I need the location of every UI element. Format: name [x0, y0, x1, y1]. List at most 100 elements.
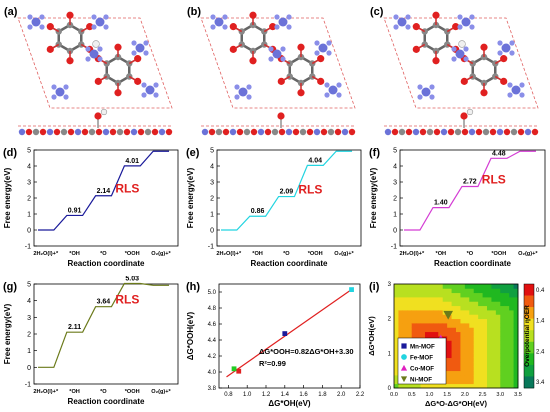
- oxygen-atom: [412, 45, 420, 53]
- x-tick-label: 1.2: [262, 392, 271, 398]
- energy-annotation: 2.11: [68, 324, 81, 331]
- heatmap-cell: [438, 284, 444, 289]
- slab-atom: [137, 128, 145, 136]
- plot-frame: [33, 149, 179, 247]
- heatmap-cell: [420, 284, 426, 289]
- heatmap-cell: [442, 323, 448, 328]
- heatmap-cell: [402, 323, 408, 328]
- ligand-atom: [286, 14, 292, 20]
- colorbar-segment: [524, 284, 534, 296]
- heatmap-cell: [495, 362, 501, 367]
- heatmap-cell: [394, 379, 399, 385]
- ligand-atom: [39, 14, 45, 20]
- heatmap-cell: [473, 375, 479, 380]
- heatmap-cell: [509, 327, 514, 333]
- heatmap-cell: [456, 370, 461, 376]
- heatmap-cell: [411, 292, 417, 298]
- ligand-atom: [324, 82, 330, 88]
- heatmap-cell: [394, 349, 399, 354]
- chart-g: -1 0 1 2 3 4 5 2H₂O(l)+* *OH *O *OOH O₂(g)+* 2.11 3.6…: [3, 276, 179, 406]
- ligand-atom: [519, 92, 525, 98]
- ligand-atom: [451, 56, 457, 62]
- y-tick-label: 3: [388, 282, 392, 288]
- heatmap-cell: [425, 331, 430, 337]
- y-tick-label: 1: [27, 212, 31, 219]
- heatmap-cell: [451, 297, 457, 302]
- heatmap-cell: [504, 292, 510, 298]
- legend-entry: Mn-MOF: [410, 344, 435, 351]
- heatmap-cell: [394, 292, 399, 298]
- heatmap-cell: [504, 331, 510, 337]
- oxygen-atom: [277, 77, 285, 85]
- ligand-atom: [234, 84, 240, 90]
- heatmap-cell: [464, 375, 470, 380]
- y-axis-label: Free energy(eV): [3, 167, 12, 228]
- heatmap-cell: [394, 340, 399, 346]
- heatmap-cell: [433, 284, 439, 289]
- slab-atom: [39, 128, 47, 136]
- heatmap-cell: [509, 331, 514, 337]
- heatmap-cell: [500, 288, 506, 294]
- heatmap-cell: [460, 314, 466, 320]
- heatmap-cell: [460, 357, 466, 363]
- heatmap-cell: [487, 297, 492, 302]
- colorbar-tick-label: 0.4: [536, 288, 545, 294]
- heatmap-cell: [487, 375, 492, 380]
- heatmap-cell: [460, 349, 466, 354]
- heatmap-cell: [456, 305, 461, 311]
- heatmap-cell: [451, 288, 457, 294]
- slab-atom: [264, 128, 272, 136]
- heatmap-cell: [442, 284, 448, 289]
- heatmap-cell: [469, 375, 475, 380]
- heatmap-cell: [460, 310, 466, 315]
- heatmap-cell: [416, 331, 421, 337]
- heatmap-cell: [487, 314, 492, 320]
- ligand-atom: [63, 84, 69, 90]
- heatmap-cell: [513, 366, 519, 372]
- slab-atom: [419, 128, 427, 136]
- slab-atom: [278, 128, 286, 136]
- ligand-atom: [153, 82, 159, 88]
- oxygen-atom: [134, 77, 142, 85]
- oxygen-atom: [269, 23, 277, 31]
- heatmap-cell: [456, 357, 461, 363]
- heatmap-cell: [438, 383, 444, 389]
- heatmap-cell: [420, 323, 426, 328]
- heatmap-cell: [473, 340, 479, 346]
- x-tick-label: *O: [100, 389, 107, 395]
- slab-atom: [475, 128, 483, 136]
- ligand-atom: [417, 94, 423, 100]
- ligand-atom: [274, 24, 280, 30]
- heatmap-cell: [442, 297, 448, 302]
- heatmap-cell: [487, 370, 492, 376]
- slab-atom: [130, 128, 138, 136]
- heatmap-cell: [464, 297, 470, 302]
- heatmap-cell: [420, 288, 426, 294]
- heatmap-cell: [478, 284, 483, 289]
- heatmap-cell: [394, 323, 399, 328]
- heatmap-cell: [469, 331, 475, 337]
- ligand-atom: [463, 56, 469, 62]
- slab-atom: [257, 128, 265, 136]
- heatmap-cell: [402, 327, 408, 333]
- ligand-atom: [519, 82, 525, 88]
- heatmap-cell: [394, 318, 399, 324]
- heatmap-cell: [425, 314, 430, 320]
- heatmap-cell: [394, 301, 399, 307]
- heatmap-cell: [464, 344, 470, 350]
- heatmap-cell: [473, 344, 479, 350]
- ligand-atom: [39, 24, 45, 30]
- heatmap-cell: [438, 331, 444, 337]
- heatmap-cell: [433, 314, 439, 320]
- colorbar-segment: [524, 364, 534, 377]
- heatmap-cell: [451, 340, 457, 346]
- heatmap-cell: [433, 318, 439, 324]
- heatmap-cell: [504, 362, 510, 367]
- heatmap-cell: [411, 327, 417, 333]
- heatmap-cell: [451, 301, 457, 307]
- x-tick-label: 2.0: [461, 392, 469, 398]
- energy-annotation: 3.64: [97, 299, 111, 306]
- slab-atom: [74, 128, 82, 136]
- heatmap-cell: [416, 323, 421, 328]
- heatmap-cell: [416, 383, 421, 389]
